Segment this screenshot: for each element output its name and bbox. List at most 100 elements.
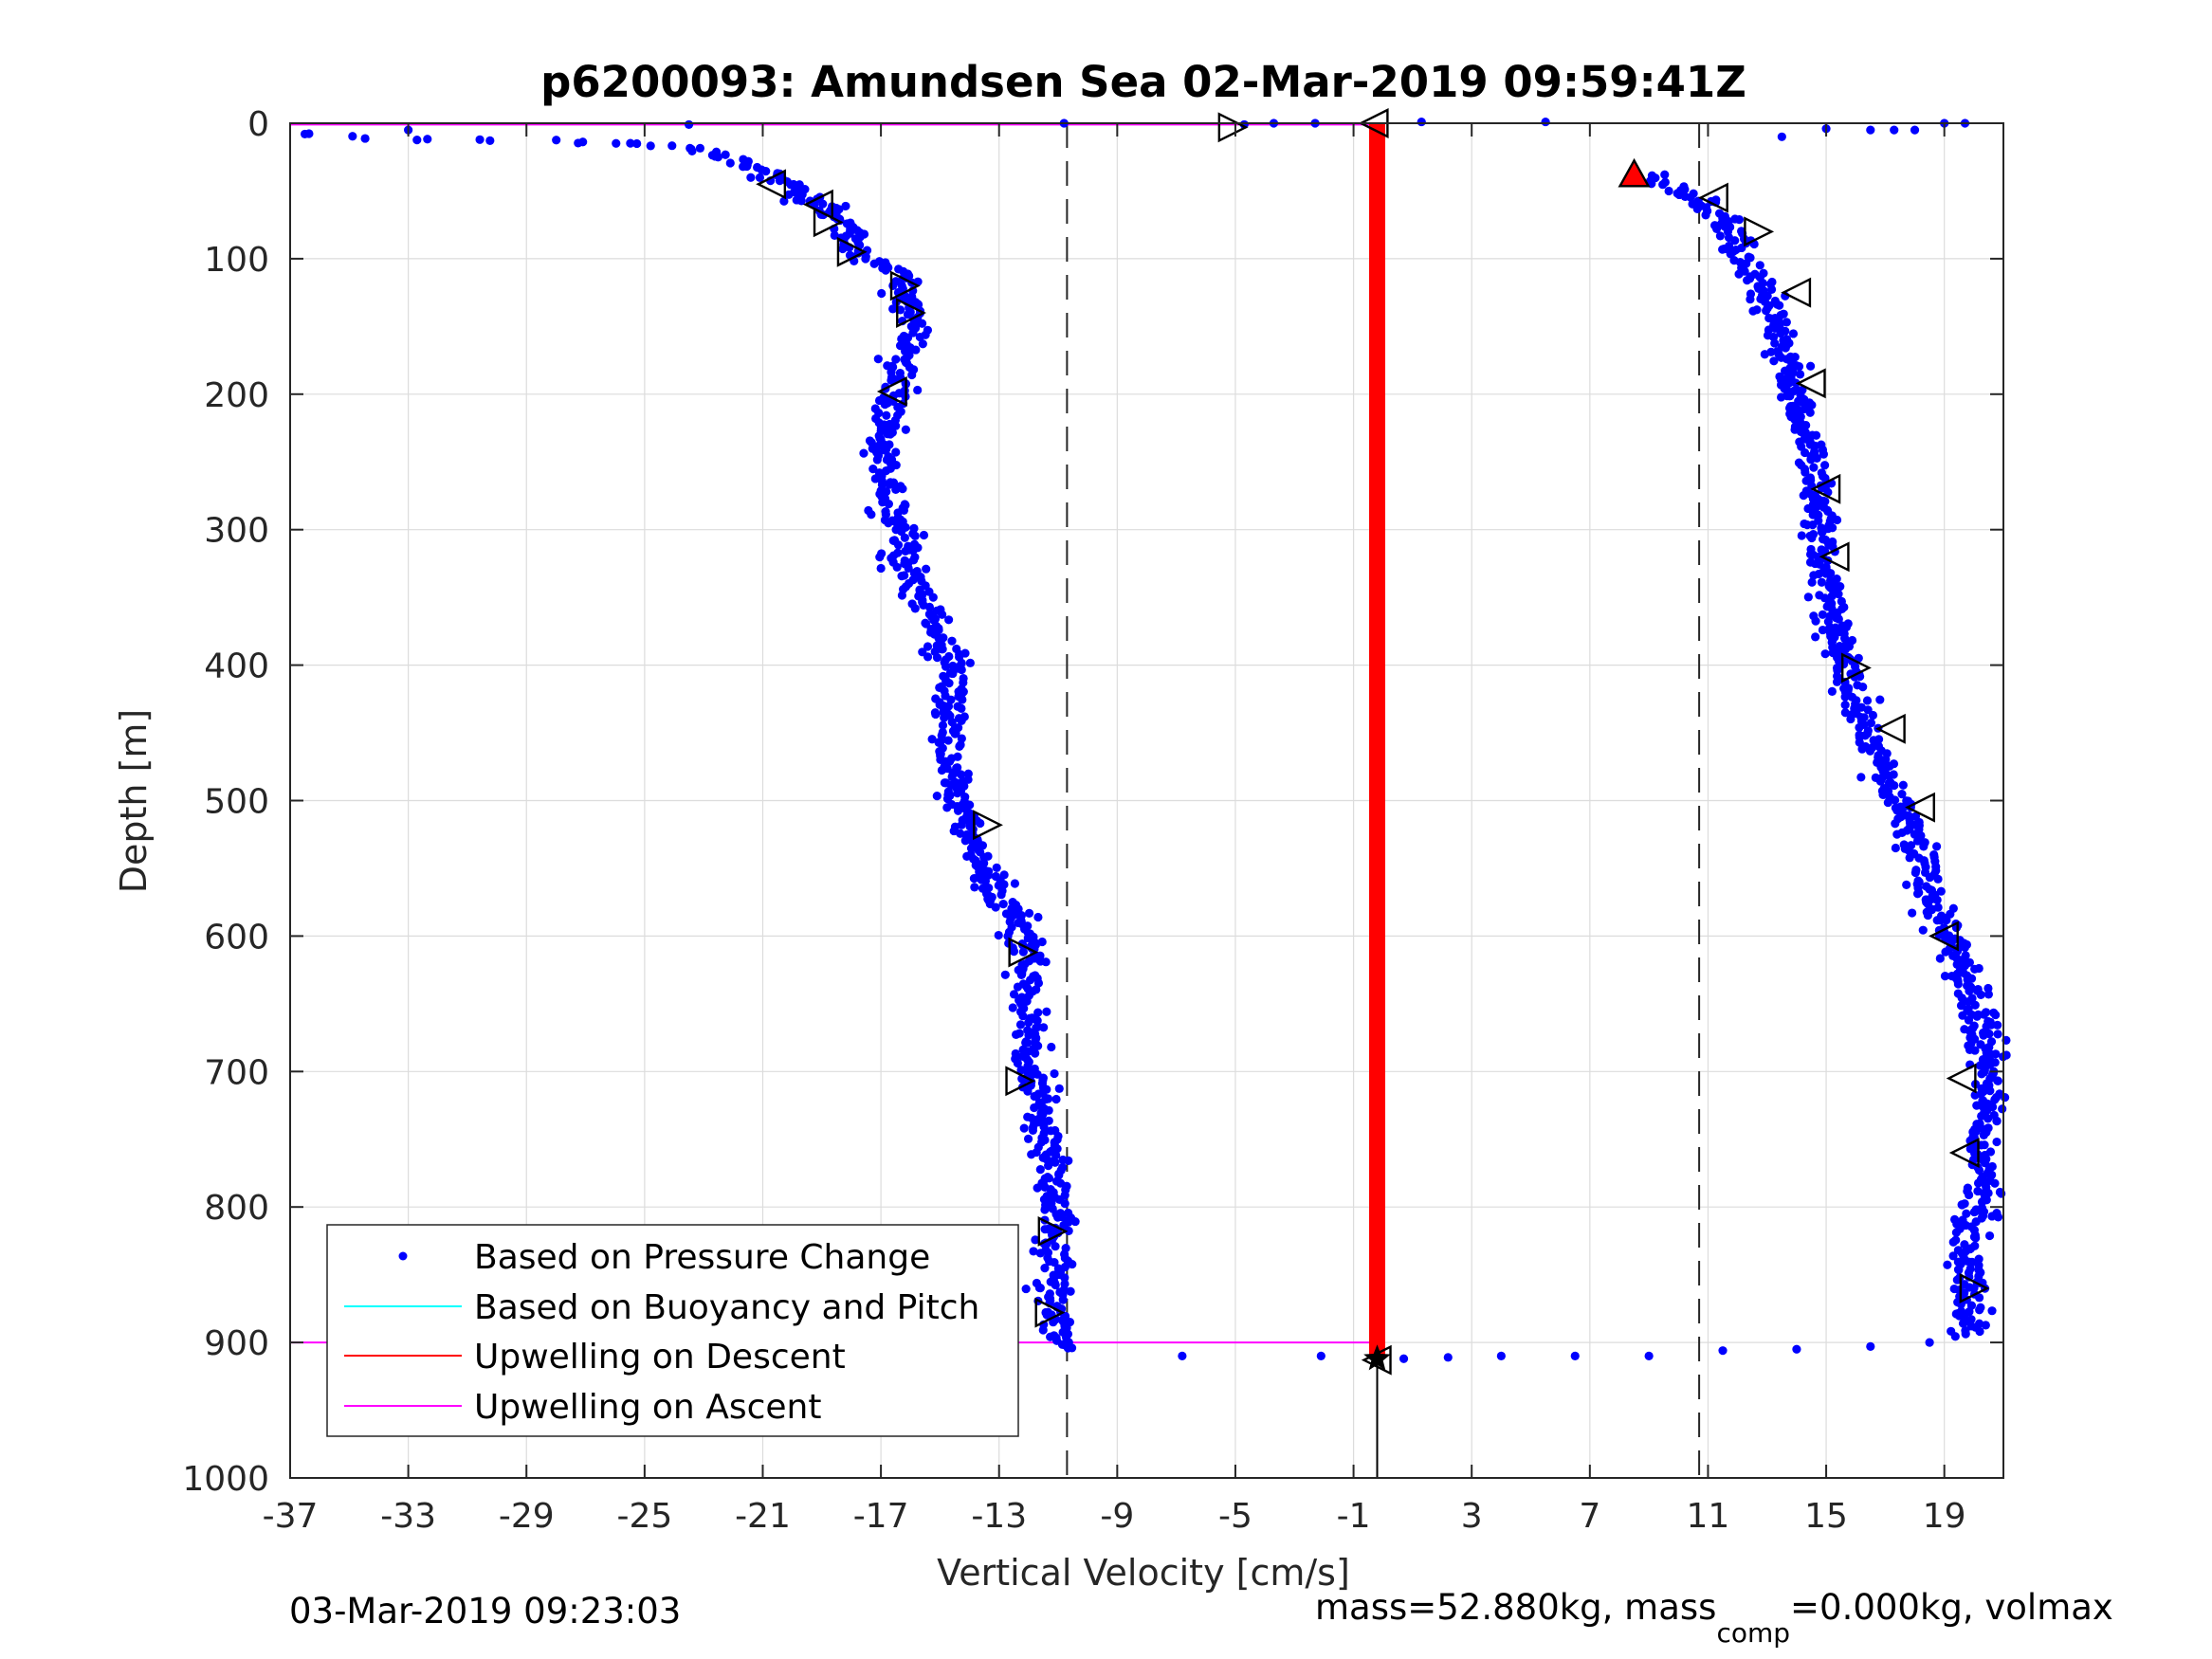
data-point: [1736, 227, 1746, 236]
data-point: [897, 526, 906, 537]
data-point: [1541, 117, 1550, 127]
data-point: [937, 610, 947, 619]
data-point: [1070, 1216, 1080, 1227]
data-point: [1027, 1150, 1036, 1159]
triangle-markers: [756, 108, 1990, 1376]
data-point: [1970, 1241, 1980, 1250]
data-point: [923, 652, 933, 662]
triangle-marker: [1819, 541, 1850, 573]
data-point: [1015, 1020, 1026, 1030]
footer-mass-rest: =0.000kg, volmax: [1790, 1587, 2113, 1628]
data-point: [761, 167, 771, 176]
data-point: [957, 703, 966, 713]
data-point: [1897, 790, 1907, 799]
data-point: [868, 465, 878, 474]
data-point: [1807, 577, 1817, 587]
triangle-marker: [973, 810, 1003, 841]
data-point: [1038, 1325, 1048, 1335]
data-point: [1993, 1030, 2002, 1039]
triangle-marker: [756, 169, 787, 200]
data-point: [1775, 372, 1784, 381]
data-point: [725, 158, 735, 168]
y-tick-label: 200: [204, 376, 269, 415]
data-point: [1024, 1017, 1033, 1028]
data-point: [1044, 1116, 1053, 1125]
data-point: [1042, 1310, 1051, 1320]
data-point: [1940, 972, 1950, 981]
data-point: [991, 902, 1000, 912]
x-tick-label: 11: [1687, 1497, 1730, 1536]
triangle-marker: [1005, 1066, 1036, 1097]
x-tick-label: 15: [1804, 1497, 1848, 1536]
triangle-marker: [896, 298, 926, 329]
triangle-marker: [1841, 652, 1872, 684]
data-point: [1019, 1123, 1029, 1133]
data-point: [1989, 1008, 1999, 1018]
data-point: [1818, 535, 1828, 544]
data-point: [1012, 1030, 1021, 1040]
data-point: [1899, 840, 1909, 849]
data-point: [1818, 625, 1828, 635]
data-point: [1973, 984, 1983, 994]
triangle-marker: [813, 207, 844, 238]
data-point: [1963, 1183, 1972, 1193]
data-point: [958, 695, 967, 704]
data-point: [948, 668, 958, 679]
data-point: [1178, 1351, 1187, 1360]
data-point: [1023, 1134, 1033, 1143]
data-point: [1316, 1351, 1325, 1360]
data-point: [910, 531, 920, 540]
data-point: [1953, 989, 1963, 998]
data-point: [1024, 908, 1034, 918]
legend-box: [326, 1224, 1019, 1437]
data-point: [1744, 252, 1753, 262]
data-point: [901, 425, 910, 434]
data-point: [1792, 1344, 1801, 1354]
data-point: [880, 400, 889, 410]
data-point: [667, 141, 677, 151]
data-point: [1035, 1249, 1045, 1258]
data-point: [1660, 170, 1670, 179]
data-point: [980, 876, 991, 886]
chart-title: p6200093: Amundsen Sea 02-Mar-2019 09:59…: [540, 57, 1746, 107]
data-point: [1983, 983, 1993, 994]
data-point: [1951, 1235, 1961, 1245]
data-point: [1724, 241, 1734, 251]
data-point: [1953, 1257, 1963, 1267]
data-point: [1874, 735, 1884, 744]
data-point: [909, 568, 919, 578]
data-point: [755, 173, 765, 182]
data-point: [1935, 954, 1945, 963]
data-point: [1964, 1004, 1973, 1013]
data-point: [423, 135, 432, 144]
data-point: [1840, 701, 1850, 710]
data-point: [1957, 1200, 1967, 1210]
data-point: [872, 455, 882, 465]
data-point: [1972, 1120, 1982, 1129]
data-point: [1952, 959, 1962, 970]
data-point: [1026, 975, 1035, 985]
data-point: [1958, 1215, 1967, 1225]
x-tick-label: -29: [499, 1497, 555, 1536]
data-point: [1818, 610, 1827, 619]
x-tick-label: -1: [1337, 1497, 1371, 1536]
data-point: [1866, 1341, 1875, 1351]
data-point: [1983, 1123, 1993, 1133]
data-point: [1064, 1226, 1073, 1236]
triangle-marker: [1217, 112, 1249, 143]
data-point: [612, 138, 621, 148]
data-point: [1752, 305, 1762, 315]
data-point: [944, 679, 954, 688]
data-point: [950, 729, 960, 738]
data-point: [1953, 1246, 1963, 1255]
triangle-marker: [876, 376, 907, 407]
data-point: [632, 138, 642, 149]
data-point: [1840, 708, 1850, 718]
data-point: [552, 136, 561, 145]
data-point: [1040, 1263, 1050, 1273]
y-axis-label: Depth [m]: [113, 709, 155, 894]
data-point: [1895, 802, 1906, 811]
data-point: [924, 602, 935, 612]
data-point: [953, 789, 962, 798]
data-point: [1932, 842, 1942, 851]
